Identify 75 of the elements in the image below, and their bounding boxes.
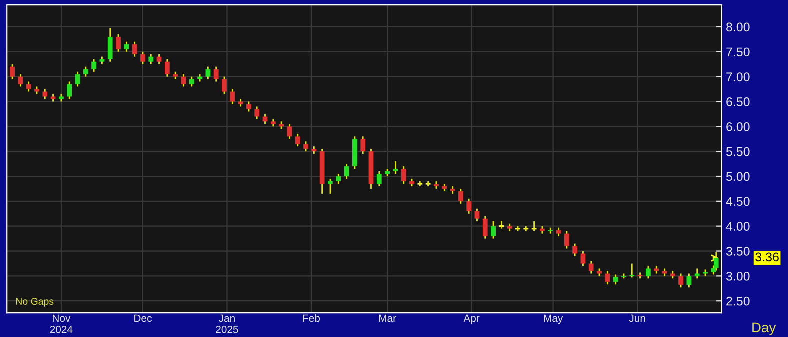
y-tick-label: 3.00 [726, 272, 750, 281]
y-tick-label: 4.50 [726, 197, 750, 206]
candlestick [605, 270, 610, 286]
y-tick-label: 6.00 [726, 122, 750, 132]
candlestick [67, 81, 72, 100]
candlestick [148, 54, 154, 66]
y-tick-label: 2.50 [726, 296, 750, 306]
text: 3.36 [756, 252, 779, 262]
candlestick [132, 41, 138, 58]
annotation: No Gaps [16, 298, 54, 307]
candlestick [181, 74, 186, 88]
candlestick [401, 166, 406, 185]
candlestick [295, 133, 300, 148]
candlestick [304, 140, 308, 152]
candlestick [26, 81, 32, 92]
candlestick [42, 88, 48, 100]
candlestick [75, 71, 80, 88]
candlestick [613, 274, 618, 286]
y-tick-label: 7.50 [726, 48, 750, 57]
candlestick [572, 243, 578, 257]
candlestick [262, 114, 268, 125]
candlestick [482, 216, 488, 240]
candlestick [630, 263, 635, 278]
candlestick [474, 208, 480, 222]
y-tick-label: 4.00 [726, 222, 750, 231]
candlestick [458, 188, 464, 205]
candlestick [254, 106, 260, 120]
x-tick-label: Nov 2024 [50, 314, 73, 334]
x-tick-label: Mar [379, 314, 396, 322]
y-tick-label: 5.50 [726, 147, 750, 156]
candlestick [108, 27, 113, 63]
x-tick-label: Feb [303, 314, 320, 322]
candlestick [344, 163, 350, 180]
candlestick [156, 54, 162, 66]
candlestick [548, 227, 554, 235]
y-tick-label: 5.00 [726, 172, 750, 182]
text: Day [752, 322, 776, 336]
candlestick [206, 66, 211, 80]
x-tick-label: Dec [134, 314, 152, 322]
candlestick [140, 51, 146, 66]
candlestick [222, 76, 227, 95]
x-tick-label: Apr [464, 314, 480, 324]
y-tick-label: 6.50 [726, 98, 750, 106]
candlestick [287, 123, 292, 140]
candlestick [230, 88, 236, 105]
candlestick [189, 76, 194, 88]
candlestick [214, 66, 219, 83]
y-tick-label: 3.50 [726, 247, 750, 256]
x-tick-label: Jan 2025 [216, 314, 238, 334]
candlestick [564, 230, 570, 250]
candlestick [678, 273, 684, 288]
x-tick-label: May [544, 314, 564, 324]
y-tick-label: 7.00 [726, 72, 750, 82]
x-tick-label: Jun [629, 314, 646, 322]
candlestick [83, 66, 88, 78]
candlestick [10, 64, 15, 80]
candlestick [116, 34, 121, 53]
candlestick [491, 220, 496, 240]
candlestick [328, 178, 333, 195]
candlestick [694, 268, 700, 280]
candlestick [92, 58, 96, 73]
candlestick [124, 41, 130, 53]
candlestick [638, 272, 643, 280]
y-tick-label: 8.00 [726, 22, 750, 32]
candlestick [246, 101, 252, 112]
candlestick [466, 198, 472, 215]
candlestick [18, 74, 24, 88]
candlestick [376, 170, 382, 188]
candlestick [360, 136, 366, 155]
candlestick [393, 160, 398, 175]
candlestick [686, 273, 692, 288]
candlestick [588, 260, 594, 274]
candlestick [646, 266, 651, 280]
candlestick [336, 173, 342, 185]
candlestick [164, 58, 170, 78]
